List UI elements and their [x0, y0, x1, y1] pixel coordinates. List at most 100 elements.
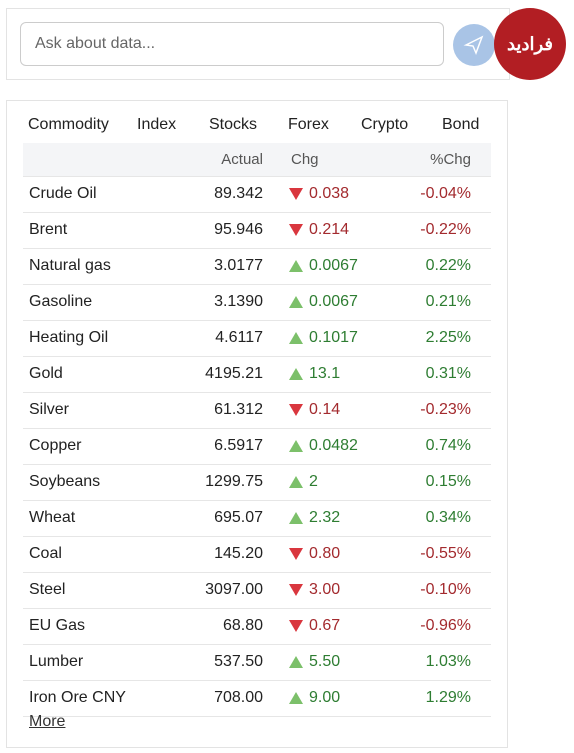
- table-row: Gasoline 3.1390 0.0067 0.21%: [23, 285, 491, 321]
- actual-value: 3.1390: [214, 293, 263, 310]
- percent-change: -0.10%: [420, 581, 471, 598]
- direction-arrow: [289, 224, 303, 236]
- actual-value: 3097.00: [205, 581, 263, 598]
- table-row: Copper 6.5917 0.0482 0.74%: [23, 429, 491, 465]
- commodity-name: Copper: [29, 437, 82, 454]
- arrow-shape: [289, 548, 303, 560]
- change-value: 13.1: [309, 365, 341, 382]
- table-row: Coal 145.20 0.80 -0.55%: [23, 537, 491, 573]
- change-value: 2.32: [309, 509, 341, 526]
- tab[interactable]: Index: [137, 116, 177, 133]
- commodity-name: Heating Oil: [29, 329, 109, 346]
- percent-change: 0.15%: [425, 473, 471, 490]
- table-row: Wheat 695.07 2.32 0.34%: [23, 501, 491, 537]
- market-card: Commodity Index Stocks Forex Crypto Bond Actu…: [6, 100, 508, 748]
- commodity-name: Brent: [29, 221, 68, 238]
- commodity-name: Coal: [29, 545, 62, 562]
- tab[interactable]: Forex: [288, 116, 329, 133]
- change-value: 0.1017: [309, 329, 358, 346]
- arrow-shape: [289, 440, 303, 452]
- percent-change: -0.55%: [420, 545, 471, 562]
- percent-change: 1.03%: [425, 653, 471, 670]
- arrow-shape: [289, 224, 303, 236]
- tabs: Commodity Index Stocks Forex Crypto Bond: [23, 109, 493, 145]
- direction-arrow: [289, 260, 303, 272]
- table-row: Gold 4195.21 13.1 0.31%: [23, 357, 491, 393]
- actual-value: 1299.75: [205, 473, 263, 490]
- arrow-shape: [289, 368, 303, 380]
- percent-change: -0.22%: [420, 221, 471, 238]
- actual-value: 145.20: [214, 545, 263, 562]
- percent-change: 0.21%: [425, 293, 471, 310]
- arrow-shape: [289, 656, 303, 668]
- arrow-shape: [289, 692, 303, 704]
- commodity-name: Gold: [29, 365, 63, 382]
- actual-value: 3.0177: [214, 257, 263, 274]
- actual-value: 537.50: [214, 653, 263, 670]
- direction-arrow: [289, 332, 303, 344]
- arrow-shape: [289, 404, 303, 416]
- commodity-name: Soybeans: [29, 473, 101, 490]
- table: Actual Chg %Chg Crude Oil 89.342 0.038 -0.04% B…: [23, 143, 491, 717]
- percent-change: 2.25%: [425, 329, 471, 346]
- more-link[interactable]: More: [29, 713, 66, 730]
- column-header: Actual: [221, 151, 263, 168]
- direction-arrow: [289, 620, 303, 632]
- commodity-name: Steel: [29, 581, 66, 598]
- column-header: Chg: [291, 151, 319, 168]
- direction-arrow: [289, 440, 303, 452]
- table-row: Iron Ore CNY 708.00 9.00 1.29%: [23, 681, 491, 717]
- direction-arrow: [289, 404, 303, 416]
- change-value: 0.0067: [309, 257, 358, 274]
- search-panel: Ask about data...: [6, 8, 510, 80]
- arrow-shape: [289, 620, 303, 632]
- change-value: 0.80: [309, 545, 341, 562]
- actual-value: 4.6117: [215, 329, 263, 346]
- table-row: Brent 95.946 0.214 -0.22%: [23, 213, 491, 249]
- actual-value: 95.946: [214, 221, 263, 238]
- direction-arrow: [289, 656, 303, 668]
- direction-arrow: [289, 296, 303, 308]
- commodity-name: EU Gas: [29, 617, 86, 634]
- direction-arrow: [289, 692, 303, 704]
- change-value: 9.00: [309, 689, 341, 706]
- arrow-shape: [289, 584, 303, 596]
- watermark: فرادید: [494, 8, 566, 80]
- direction-arrow: [289, 584, 303, 596]
- direction-arrow: [289, 476, 303, 488]
- tab[interactable]: Stocks: [209, 116, 258, 133]
- commodity-name: Crude Oil: [29, 185, 97, 202]
- commodity-name: Silver: [29, 401, 70, 418]
- arrow-shape: [289, 512, 303, 524]
- search-input[interactable]: Ask about data...: [20, 22, 444, 66]
- percent-change: 0.22%: [425, 257, 471, 274]
- change-value: 0.214: [309, 221, 350, 238]
- tab[interactable]: Commodity: [23, 109, 114, 145]
- percent-change: 0.34%: [425, 509, 471, 526]
- percent-change: 0.74%: [425, 437, 471, 454]
- direction-arrow: [289, 368, 303, 380]
- direction-arrow: [289, 188, 303, 200]
- commodity-name: Iron Ore CNY: [29, 689, 126, 706]
- actual-value: 68.80: [222, 617, 263, 634]
- arrow-shape: [289, 332, 303, 344]
- arrow-shape: [289, 296, 303, 308]
- direction-arrow: [289, 512, 303, 524]
- commodity-name: Lumber: [29, 653, 84, 670]
- percent-change: -0.23%: [420, 401, 471, 418]
- actual-value: 708.00: [214, 689, 263, 706]
- send-button[interactable]: [453, 24, 495, 66]
- table-row: Natural gas 3.0177 0.0067 0.22%: [23, 249, 491, 285]
- arrow-shape: [289, 188, 303, 200]
- commodity-name: Gasoline: [29, 293, 93, 310]
- tab[interactable]: Bond: [442, 116, 480, 133]
- tab[interactable]: Crypto: [361, 116, 409, 133]
- table-row: Soybeans 1299.75 2 0.15%: [23, 465, 491, 501]
- percent-change: 1.29%: [425, 689, 471, 706]
- change-value: 3.00: [309, 581, 341, 598]
- header-row: Actual Chg %Chg: [23, 143, 491, 177]
- percent-change: -0.96%: [420, 617, 471, 634]
- change-value: 2: [309, 473, 318, 490]
- percent-change: 0.31%: [425, 365, 471, 382]
